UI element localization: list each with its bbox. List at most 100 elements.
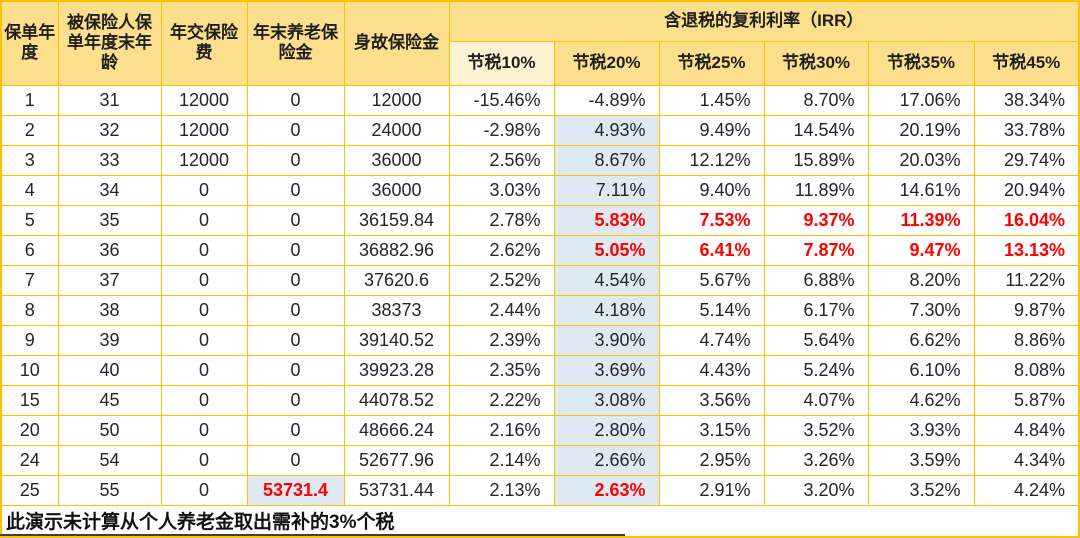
footnote: 此演示未计算从个人养老金取出需补的3%个税 <box>0 504 1080 537</box>
cell-year: 6 <box>0 234 59 266</box>
cell-age: 37 <box>57 264 162 296</box>
table-row: 15 45 0 0 44078.52 2.22% 3.08% 3.56% 4.07% 4.62% 5… <box>0 384 1080 416</box>
cell-pension: 0 <box>246 234 345 266</box>
cell-irr-5: 29.74% <box>973 144 1080 176</box>
table-row: 24 54 0 0 52677.96 2.14% 2.66% 2.95% 3.26% 3.59% 4… <box>0 444 1080 476</box>
header-pension: 年末养老保险金 <box>246 0 345 86</box>
cell-irr-0: 2.56% <box>448 144 555 176</box>
header-irr-30: 节税30% <box>763 40 869 86</box>
cell-irr-4: 20.03% <box>867 144 975 176</box>
cell-irr-3: 3.26% <box>763 444 869 476</box>
cell-year: 1 <box>0 84 59 116</box>
cell-year: 9 <box>0 324 59 356</box>
table-row: 2 32 12000 0 24000 -2.98% 4.93% 9.49% 14.54% 20.1… <box>0 114 1080 146</box>
cell-irr-5: 13.13% <box>973 234 1080 266</box>
header-irr-20: 节税20% <box>553 40 660 86</box>
cell-irr-5: 5.87% <box>973 384 1080 416</box>
cell-irr-4: 7.30% <box>867 294 975 326</box>
cell-irr-5: 8.86% <box>973 324 1080 356</box>
cell-irr-1: 2.80% <box>553 414 660 446</box>
cell-irr-3: 5.64% <box>763 324 869 356</box>
cell-age: 33 <box>57 144 162 176</box>
cell-age: 40 <box>57 354 162 386</box>
cell-irr-0: -15.46% <box>448 84 555 116</box>
cell-year: 4 <box>0 174 59 206</box>
cell-premium: 0 <box>160 294 248 326</box>
cell-premium: 12000 <box>160 144 248 176</box>
cell-age: 39 <box>57 324 162 356</box>
table-row: 25 55 0 53731.4 53731.44 2.13% 2.63% 2.91% 3.20%… <box>0 474 1080 506</box>
cell-premium: 12000 <box>160 114 248 146</box>
cell-irr-4: 4.62% <box>867 384 975 416</box>
cell-irr-3: 6.17% <box>763 294 869 326</box>
cell-age: 34 <box>57 174 162 206</box>
cell-irr-1: 4.93% <box>553 114 660 146</box>
cell-irr-3: 9.37% <box>763 204 869 236</box>
cell-death-benefit: 53731.44 <box>343 474 450 506</box>
cell-irr-5: 11.22% <box>973 264 1080 296</box>
cell-year: 24 <box>0 444 59 476</box>
bottom-partial-line <box>0 534 625 536</box>
cell-irr-5: 38.34% <box>973 84 1080 116</box>
cell-irr-0: 2.16% <box>448 414 555 446</box>
cell-death-benefit: 39140.52 <box>343 324 450 356</box>
cell-premium: 0 <box>160 204 248 236</box>
cell-irr-0: 2.39% <box>448 324 555 356</box>
cell-year: 2 <box>0 114 59 146</box>
cell-death-benefit: 38373 <box>343 294 450 326</box>
cell-age: 32 <box>57 114 162 146</box>
cell-premium: 0 <box>160 174 248 206</box>
cell-pension: 53731.4 <box>246 474 345 506</box>
cell-age: 36 <box>57 234 162 266</box>
cell-year: 5 <box>0 204 59 236</box>
cell-irr-5: 4.84% <box>973 414 1080 446</box>
cell-irr-2: 6.41% <box>658 234 765 266</box>
cell-pension: 0 <box>246 84 345 116</box>
header-irr-45: 节税45% <box>973 40 1080 86</box>
cell-irr-1: 3.90% <box>553 324 660 356</box>
cell-age: 45 <box>57 384 162 416</box>
cell-irr-0: 2.14% <box>448 444 555 476</box>
cell-year: 8 <box>0 294 59 326</box>
cell-irr-5: 33.78% <box>973 114 1080 146</box>
cell-death-benefit: 24000 <box>343 114 450 146</box>
cell-irr-4: 14.61% <box>867 174 975 206</box>
table-row: 1 31 12000 0 12000 -15.46% -4.89% 1.45% 8.70% 17.… <box>0 84 1080 116</box>
cell-irr-1: 2.66% <box>553 444 660 476</box>
cell-irr-0: 2.44% <box>448 294 555 326</box>
cell-pension: 0 <box>246 384 345 416</box>
cell-year: 3 <box>0 144 59 176</box>
cell-irr-0: 2.22% <box>448 384 555 416</box>
cell-premium: 0 <box>160 414 248 446</box>
cell-year: 20 <box>0 414 59 446</box>
table-row: 3 33 12000 0 36000 2.56% 8.67% 12.12% 15.89% 20.0… <box>0 144 1080 176</box>
cell-irr-5: 4.24% <box>973 474 1080 506</box>
cell-irr-2: 2.95% <box>658 444 765 476</box>
header-irr-10: 节税10% <box>448 40 555 86</box>
cell-irr-0: 2.78% <box>448 204 555 236</box>
cell-irr-2: 9.49% <box>658 114 765 146</box>
cell-death-benefit: 52677.96 <box>343 444 450 476</box>
cell-age: 55 <box>57 474 162 506</box>
cell-pension: 0 <box>246 354 345 386</box>
cell-irr-3: 3.20% <box>763 474 869 506</box>
cell-age: 38 <box>57 294 162 326</box>
table-row: 10 40 0 0 39923.28 2.35% 3.69% 4.43% 5.24% 6.10% 8… <box>0 354 1080 386</box>
cell-age: 31 <box>57 84 162 116</box>
cell-irr-5: 9.87% <box>973 294 1080 326</box>
cell-pension: 0 <box>246 324 345 356</box>
cell-premium: 0 <box>160 444 248 476</box>
cell-irr-4: 3.93% <box>867 414 975 446</box>
cell-irr-4: 9.47% <box>867 234 975 266</box>
cell-irr-0: 2.62% <box>448 234 555 266</box>
cell-irr-2: 9.40% <box>658 174 765 206</box>
cell-pension: 0 <box>246 294 345 326</box>
cell-irr-4: 20.19% <box>867 114 975 146</box>
cell-irr-3: 5.24% <box>763 354 869 386</box>
cell-irr-2: 5.67% <box>658 264 765 296</box>
cell-premium: 0 <box>160 384 248 416</box>
cell-irr-5: 20.94% <box>973 174 1080 206</box>
table-row: 5 35 0 0 36159.84 2.78% 5.83% 7.53% 9.37% 11.39% 1… <box>0 204 1080 236</box>
cell-irr-3: 6.88% <box>763 264 869 296</box>
